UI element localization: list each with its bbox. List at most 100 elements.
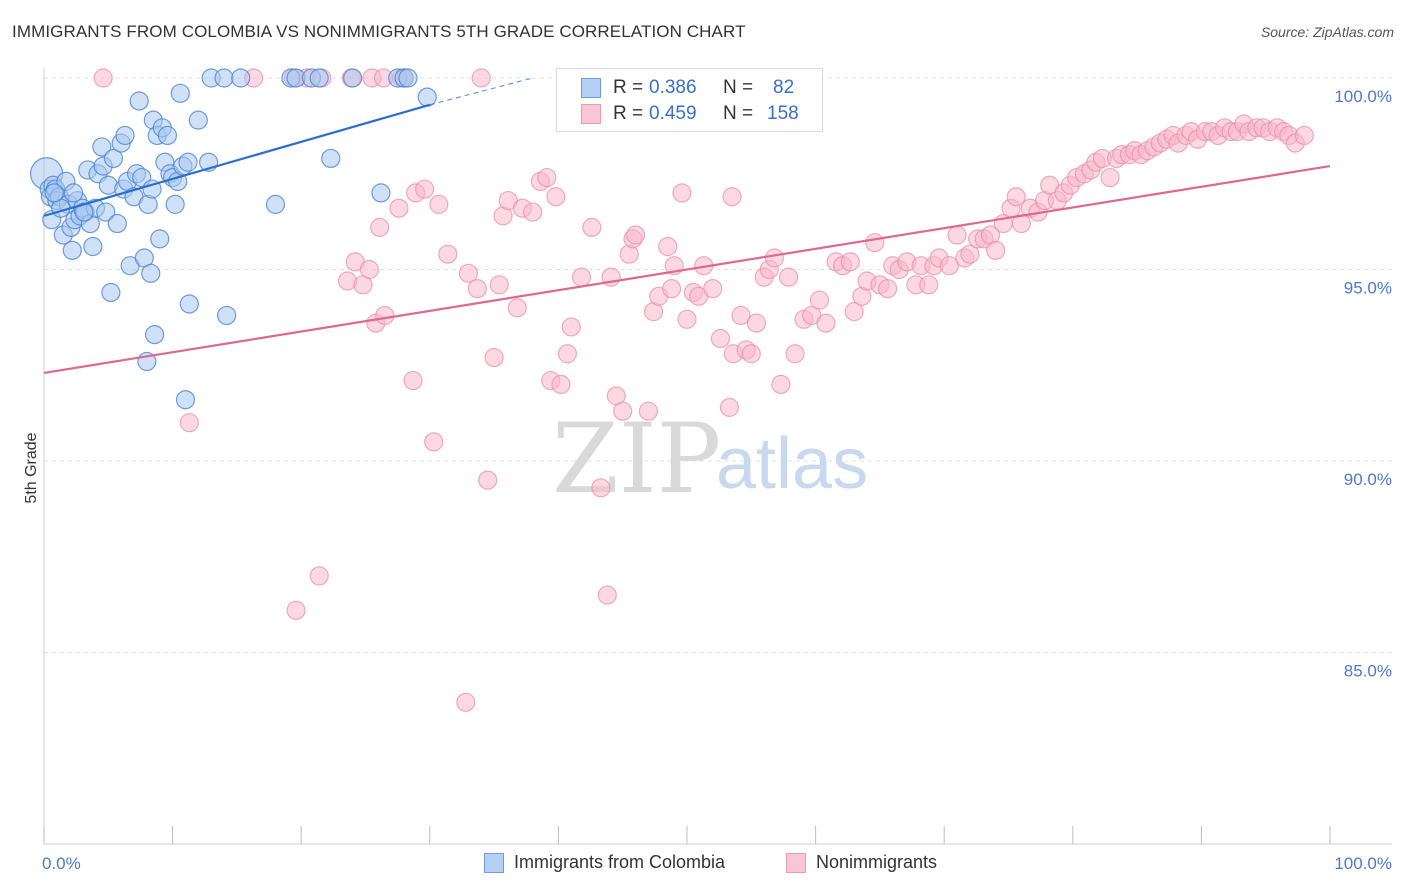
colombia-point — [175, 390, 196, 410]
nonimmigrant-point — [389, 198, 409, 218]
colombia-point — [96, 202, 116, 222]
x-tick-label: 0.0% — [42, 854, 81, 873]
colombia-point — [103, 148, 124, 169]
legend-r-value: 0.386 — [649, 77, 697, 98]
nonimmigrant-point — [840, 252, 860, 272]
nonimmigrant-point — [458, 263, 478, 283]
nonimmigrant-point — [939, 256, 959, 276]
nonimmigrant-point — [710, 328, 731, 349]
colombia-point — [150, 229, 170, 249]
nonimmigrant-point — [771, 374, 791, 394]
nonimmigrant-point — [778, 267, 799, 287]
colombia-point — [92, 137, 112, 157]
nonimmigrant-point — [919, 275, 939, 295]
colombia-point — [157, 125, 178, 146]
nonimmigrant-point — [359, 259, 379, 280]
bottom-swatch-blue — [484, 852, 504, 873]
nonimmigrant-point — [986, 240, 1006, 260]
colombia-point — [165, 194, 185, 214]
colombia-point — [188, 110, 208, 130]
colombia-point — [141, 263, 161, 283]
nonimmigrant-point — [424, 432, 444, 452]
nonimmigrant-point — [613, 401, 633, 421]
colombia-point — [178, 152, 198, 172]
bottom-swatch-pink — [786, 852, 806, 873]
nonimmigrant-point — [93, 68, 113, 88]
nonimmigrant-point — [719, 397, 740, 417]
colombia-point — [170, 83, 190, 103]
colombia-point — [101, 282, 121, 303]
nonimmigrant-point — [582, 217, 602, 237]
nonimmigrant-point — [561, 317, 581, 337]
legend-swatch-pink — [581, 104, 601, 124]
nonimmigrants-trend-line — [43, 165, 1331, 374]
chart-source: Source: ZipAtlas.com — [1260, 24, 1394, 40]
watermark-atlas: atlas — [716, 424, 868, 504]
colombia-point — [309, 68, 329, 88]
colombia-point — [398, 68, 418, 88]
nonimmigrant-point — [731, 305, 751, 326]
colombia-point — [231, 68, 251, 88]
nonimmigrant-point — [489, 275, 509, 295]
nonimmigrant-point — [764, 248, 785, 268]
nonimmigrant-point — [557, 344, 578, 364]
nonimmigrant-point — [677, 309, 697, 329]
nonimmigrant-point — [703, 279, 723, 299]
colombia-point — [214, 68, 234, 88]
nonimmigrant-point — [478, 470, 498, 490]
y-tick-label: 95.0% — [1344, 279, 1392, 298]
colombia-point — [217, 305, 237, 326]
colombia-point — [371, 183, 391, 203]
legend-swatch-blue — [581, 78, 601, 98]
legend-row-colombia: R = 0.386 N = 82 — [581, 75, 794, 101]
nonimmigrant-point — [1294, 125, 1314, 146]
watermark: ZIP atlas — [552, 403, 868, 515]
legend-n-value: 82 — [773, 77, 795, 98]
nonimmigrant-point — [507, 298, 527, 318]
bottom-legend-colombia: Immigrants from Colombia — [484, 852, 725, 873]
nonimmigrant-point — [456, 692, 476, 712]
colombia-point — [343, 68, 363, 88]
grid-layer — [44, 77, 1392, 653]
y-tick-label: 100.0% — [1334, 87, 1392, 106]
nonimmigrant-point — [816, 313, 836, 333]
nonimmigrant-point — [286, 600, 306, 620]
legend-n-value: 158 — [767, 103, 799, 124]
legend-r-label: R = — [613, 103, 644, 124]
trend-lines — [43, 77, 1331, 374]
legend-n-label: N = — [723, 77, 754, 98]
bottom-legend-label: Immigrants from Colombia — [514, 852, 726, 872]
colombia-point — [63, 183, 84, 203]
legend-r-label: R = — [613, 77, 644, 98]
colombia-point — [321, 148, 341, 169]
nonimmigrant-point — [309, 566, 329, 586]
legend-r-value: 0.459 — [649, 103, 697, 124]
tick-labels: 85.0% 90.0% 95.0% 100.0% 0.0% 100.0% — [42, 87, 1392, 873]
colombia-point — [44, 183, 64, 203]
nonimmigrant-point — [625, 225, 646, 245]
colombia-point — [144, 325, 165, 345]
nonimmigrant-point — [865, 233, 885, 253]
nonimmigrant-point — [1011, 213, 1031, 234]
correlation-legend: R = 0.386 N = 82 R = 0.459 N = 158 — [556, 68, 823, 132]
nonimmigrant-point — [537, 167, 557, 188]
nonimmigrant-point — [370, 217, 390, 237]
nonimmigrant-point — [471, 68, 491, 88]
colombia-trend-line — [43, 103, 431, 217]
x-tick-label: 100.0% — [1334, 854, 1392, 873]
nonimmigrant-point — [746, 313, 767, 333]
colombia-point — [129, 91, 149, 111]
colombia-point — [83, 236, 103, 257]
colombia-point — [265, 194, 286, 214]
nonimmigrant-point — [597, 585, 617, 605]
nonimmigrant-point — [438, 244, 458, 264]
nonimmigrant-point — [467, 279, 487, 299]
colombia-point — [115, 125, 135, 146]
nonimmigrant-point — [1006, 187, 1026, 207]
nonimmigrant-point — [375, 305, 395, 326]
nonimmigrant-point — [403, 370, 423, 391]
y-tick-label: 90.0% — [1344, 470, 1392, 489]
nonimmigrant-point — [429, 194, 449, 214]
nonimmigrant-point — [722, 187, 742, 207]
